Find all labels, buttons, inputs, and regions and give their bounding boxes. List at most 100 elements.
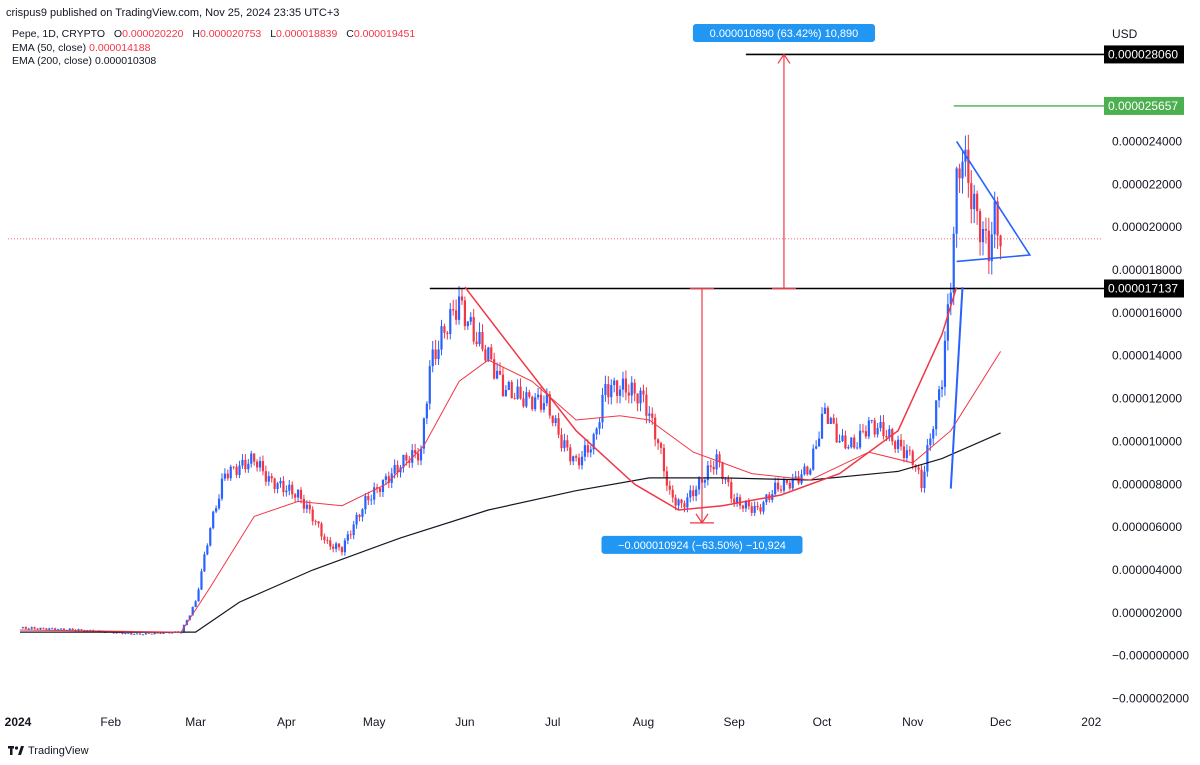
candle-body [513, 398, 516, 399]
candle-body [683, 503, 686, 508]
candle-body [352, 524, 355, 536]
candle-body [311, 509, 314, 522]
x-tick-label: Jun [455, 715, 474, 729]
candle-body [905, 450, 908, 458]
candle-body [487, 347, 490, 361]
candle-body [296, 489, 300, 498]
time-axis: 2024 Feb Mar Apr May Jun Jul Aug Sep Oct Nov Dec 202 [5, 715, 1102, 729]
candle-body [548, 394, 551, 416]
candle-body [343, 540, 346, 553]
candle-body [425, 403, 428, 419]
candle-body [220, 478, 224, 499]
candle-body [823, 407, 827, 414]
candle-body [30, 627, 33, 629]
candle-body [864, 431, 868, 437]
legend-ema200-row[interactable]: EMA (200, close) 0.000010308 [12, 55, 156, 67]
candle-body [820, 413, 824, 439]
candle-body [536, 394, 540, 398]
candle-body [984, 228, 988, 231]
y-tick-label: −0.000000000 [1112, 649, 1189, 663]
currency-label: USD [1112, 27, 1138, 41]
candle-body [393, 464, 396, 474]
candle-body [258, 461, 262, 468]
candle-body [130, 633, 133, 635]
candle-body [712, 466, 715, 470]
candle-body [414, 450, 417, 454]
candle-body [77, 629, 80, 631]
ohlc-open-key: O [113, 28, 123, 40]
candle-body [434, 349, 437, 360]
candle-body [51, 628, 54, 630]
candle-body [282, 480, 285, 493]
candle-body [446, 332, 449, 334]
candle-body [671, 489, 674, 498]
candle-body [206, 545, 209, 555]
candle-body [367, 496, 370, 501]
candle-body [621, 378, 625, 390]
candle-body [756, 505, 759, 508]
candle-body [917, 467, 920, 470]
ema200-label: EMA (200, close) [12, 55, 92, 67]
candle-body [879, 422, 882, 429]
candle-body [955, 168, 958, 234]
candle-body [440, 326, 443, 350]
candle-body [247, 463, 250, 470]
candle-body [45, 628, 48, 630]
candle-body [695, 489, 698, 497]
candle-body [179, 632, 183, 634]
candle-body [774, 482, 777, 495]
candle-body [586, 445, 589, 453]
candle-body [241, 459, 244, 466]
candle-body [457, 296, 461, 320]
candle-body [736, 497, 739, 504]
candle-body [229, 466, 232, 479]
candle-body [703, 480, 707, 483]
candle-body [762, 502, 765, 512]
symbol-name[interactable]: Pepe, 1D, CRYPTO [12, 28, 105, 40]
candle-body [838, 441, 841, 443]
candle-body [375, 487, 379, 489]
candle-body [616, 380, 619, 396]
candle-body [522, 398, 525, 407]
candle-body [610, 385, 613, 398]
candle-body [697, 478, 701, 490]
candle-body [946, 304, 949, 341]
candle-body [744, 500, 748, 509]
candle-body [949, 292, 952, 305]
candle-body [171, 632, 174, 634]
candle-body [897, 439, 900, 449]
ema200-value: 0.000010308 [94, 55, 157, 67]
y-tick-label: 0.000002000 [1112, 606, 1182, 620]
candle-body [127, 633, 130, 634]
up-measure-label: 0.000010890 (63.42%) 10,890 [692, 24, 876, 42]
candle-body [560, 434, 563, 449]
candle-body [853, 437, 856, 448]
candle-body [929, 438, 932, 446]
candle-body [817, 438, 821, 447]
candle-body [651, 413, 654, 418]
x-tick-label: Apr [277, 715, 296, 729]
price-tag: 0.000017137 [1104, 279, 1184, 298]
candle-body [806, 466, 809, 475]
candle-body [882, 422, 885, 436]
legend-ema50-row[interactable]: EMA (50, close) 0.000014188 [12, 42, 150, 54]
candle-body [747, 500, 750, 507]
candle-body [223, 473, 226, 479]
tradingview-footer[interactable]: TradingView [8, 745, 89, 757]
candle-body [598, 422, 601, 429]
candle-body [261, 461, 265, 472]
candle-body [920, 469, 923, 489]
candle-body [498, 370, 502, 375]
candle-body [876, 428, 879, 435]
candle-body [902, 446, 906, 458]
candle-body [299, 489, 303, 499]
candle-body [317, 521, 320, 524]
candle-body [794, 476, 797, 478]
cup-curve [464, 286, 958, 511]
candle-body [349, 534, 352, 536]
candle-body [607, 384, 610, 398]
x-tick-label: Dec [990, 715, 1011, 729]
candle-body [71, 628, 74, 630]
candle-body [493, 359, 496, 379]
